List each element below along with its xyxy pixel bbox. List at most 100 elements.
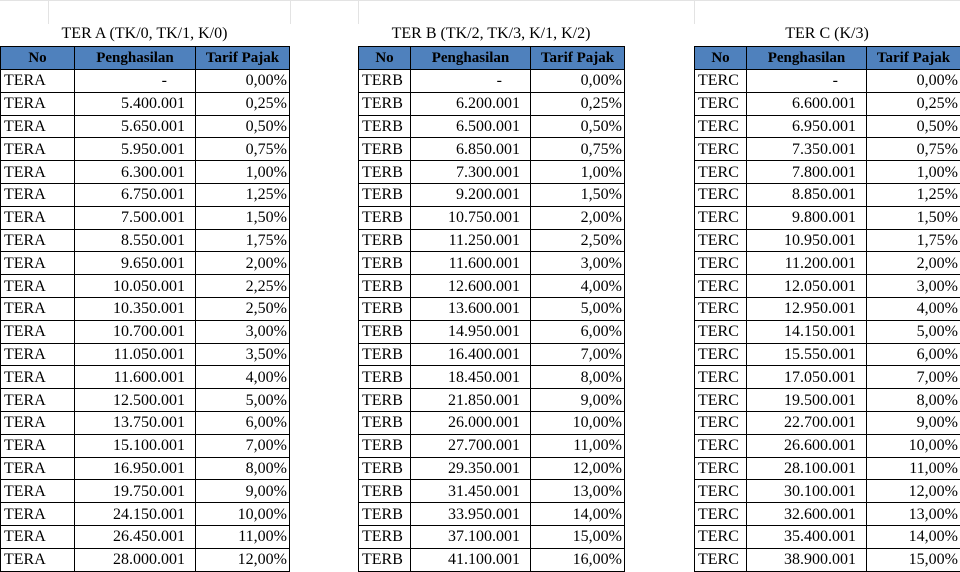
cell-penghasilan[interactable]: 33.950.001 [411,503,531,526]
cell-no[interactable]: TERA [1,548,75,571]
cell-penghasilan[interactable]: 13.750.001 [75,411,196,434]
cell-tarif-pajak[interactable]: 0,75% [196,138,290,161]
cell-no[interactable]: TERC [695,411,747,434]
cell-no[interactable]: TERC [695,297,747,320]
cell-penghasilan[interactable]: 5.950.001 [75,138,196,161]
cell-no[interactable]: TERC [695,343,747,366]
cell-penghasilan[interactable]: 15.550.001 [747,343,867,366]
cell-no[interactable]: TERC [695,480,747,503]
cell-penghasilan[interactable]: 27.700.001 [411,434,531,457]
cell-no[interactable]: TERB [359,366,411,389]
column-header-no[interactable]: No [1,47,75,70]
cell-penghasilan[interactable]: 6.500.001 [411,115,531,138]
cell-tarif-pajak[interactable]: 8,00% [531,366,625,389]
cell-penghasilan[interactable]: 38.900.001 [747,548,867,571]
cell-tarif-pajak[interactable]: 1,00% [196,161,290,184]
cell-tarif-pajak[interactable]: 6,00% [531,320,625,343]
cell-tarif-pajak[interactable]: 1,75% [196,229,290,252]
cell-no[interactable]: TERC [695,138,747,161]
column-header-penghasilan[interactable]: Penghasilan [75,47,196,70]
cell-penghasilan[interactable]: 7.350.001 [747,138,867,161]
cell-penghasilan[interactable]: 13.600.001 [411,297,531,320]
cell-no[interactable]: TERA [1,183,75,206]
cell-no[interactable]: TERB [359,320,411,343]
cell-no[interactable]: TERB [359,434,411,457]
cell-penghasilan[interactable]: 10.750.001 [411,206,531,229]
column-header-no[interactable]: No [359,47,411,70]
cell-no[interactable]: TERA [1,343,75,366]
cell-penghasilan[interactable]: 12.950.001 [747,297,867,320]
cell-penghasilan[interactable]: 6.950.001 [747,115,867,138]
cell-tarif-pajak[interactable]: 14,00% [867,525,960,548]
cell-penghasilan[interactable]: 11.050.001 [75,343,196,366]
cell-tarif-pajak[interactable]: 5,00% [531,297,625,320]
cell-tarif-pajak[interactable]: 0,25% [531,92,625,115]
cell-no[interactable]: TERC [695,206,747,229]
cell-tarif-pajak[interactable]: 6,00% [867,343,960,366]
cell-tarif-pajak[interactable]: 9,00% [196,480,290,503]
cell-penghasilan[interactable]: 7.800.001 [747,161,867,184]
cell-tarif-pajak[interactable]: 5,00% [867,320,960,343]
cell-penghasilan[interactable]: 5.650.001 [75,115,196,138]
cell-tarif-pajak[interactable]: 1,50% [531,183,625,206]
cell-tarif-pajak[interactable]: 8,00% [196,457,290,480]
cell-no[interactable]: TERB [359,252,411,275]
cell-penghasilan[interactable]: - [747,70,867,93]
cell-tarif-pajak[interactable]: 9,00% [531,389,625,412]
cell-penghasilan[interactable]: 6.200.001 [411,92,531,115]
cell-penghasilan[interactable]: 29.350.001 [411,457,531,480]
cell-no[interactable]: TERA [1,161,75,184]
cell-tarif-pajak[interactable]: 13,00% [867,503,960,526]
cell-tarif-pajak[interactable]: 10,00% [867,434,960,457]
cell-tarif-pajak[interactable]: 10,00% [531,411,625,434]
cell-no[interactable]: TERA [1,70,75,93]
cell-tarif-pajak[interactable]: 12,00% [196,548,290,571]
cell-penghasilan[interactable]: 9.200.001 [411,183,531,206]
cell-tarif-pajak[interactable]: 7,00% [196,434,290,457]
cell-penghasilan[interactable]: 8.550.001 [75,229,196,252]
cell-tarif-pajak[interactable]: 14,00% [531,503,625,526]
cell-no[interactable]: TERB [359,229,411,252]
cell-penghasilan[interactable]: - [75,70,196,93]
cell-penghasilan[interactable]: 5.400.001 [75,92,196,115]
cell-penghasilan[interactable]: 16.950.001 [75,457,196,480]
cell-no[interactable]: TERA [1,525,75,548]
cell-tarif-pajak[interactable]: 1,50% [196,206,290,229]
cell-penghasilan[interactable]: 10.700.001 [75,320,196,343]
cell-tarif-pajak[interactable]: 0,50% [531,115,625,138]
cell-penghasilan[interactable]: 21.850.001 [411,389,531,412]
cell-penghasilan[interactable]: 11.250.001 [411,229,531,252]
cell-tarif-pajak[interactable]: 13,00% [531,480,625,503]
cell-penghasilan[interactable]: 14.150.001 [747,320,867,343]
cell-no[interactable]: TERC [695,434,747,457]
spreadsheet-sheet[interactable]: TER A (TK/0, TK/1, K/0) No Penghasilan T… [0,0,960,555]
cell-penghasilan[interactable]: 9.650.001 [75,252,196,275]
cell-no[interactable]: TERC [695,115,747,138]
cell-no[interactable]: TERC [695,161,747,184]
cell-penghasilan[interactable]: 7.500.001 [75,206,196,229]
cell-penghasilan[interactable]: 41.100.001 [411,548,531,571]
cell-no[interactable]: TERB [359,457,411,480]
cell-no[interactable]: TERA [1,297,75,320]
cell-tarif-pajak[interactable]: 0,00% [196,70,290,93]
cell-no[interactable]: TERC [695,252,747,275]
cell-no[interactable]: TERC [695,503,747,526]
cell-no[interactable]: TERC [695,70,747,93]
cell-penghasilan[interactable]: 15.100.001 [75,434,196,457]
cell-tarif-pajak[interactable]: 8,00% [867,389,960,412]
cell-tarif-pajak[interactable]: 3,00% [867,275,960,298]
cell-no[interactable]: TERB [359,297,411,320]
cell-no[interactable]: TERA [1,320,75,343]
cell-tarif-pajak[interactable]: 11,00% [531,434,625,457]
cell-penghasilan[interactable]: 8.850.001 [747,183,867,206]
column-header-penghasilan[interactable]: Penghasilan [747,47,867,70]
cell-tarif-pajak[interactable]: 5,00% [196,389,290,412]
cell-tarif-pajak[interactable]: 2,00% [867,252,960,275]
cell-no[interactable]: TERB [359,92,411,115]
cell-penghasilan[interactable]: - [411,70,531,93]
cell-no[interactable]: TERC [695,548,747,571]
cell-tarif-pajak[interactable]: 2,00% [531,206,625,229]
cell-penghasilan[interactable]: 19.500.001 [747,389,867,412]
cell-tarif-pajak[interactable]: 12,00% [867,480,960,503]
cell-no[interactable]: TERA [1,206,75,229]
